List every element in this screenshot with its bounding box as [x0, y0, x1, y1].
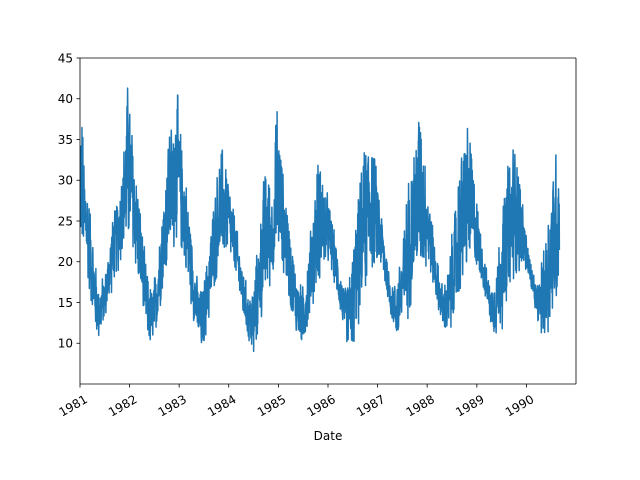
y-tick-label: 10	[58, 337, 73, 351]
y-tick-label: 30	[58, 174, 73, 188]
x-axis-title: Date	[314, 429, 343, 443]
series-line	[80, 87, 561, 353]
y-tick-label: 45	[58, 51, 73, 65]
y-tick-label: 40	[58, 92, 73, 106]
y-tick-label: 20	[58, 255, 73, 269]
y-tick-label: 25	[58, 214, 73, 228]
plot-area	[80, 87, 561, 353]
y-tick-label: 35	[58, 133, 73, 147]
y-tick-label: 15	[58, 296, 73, 310]
